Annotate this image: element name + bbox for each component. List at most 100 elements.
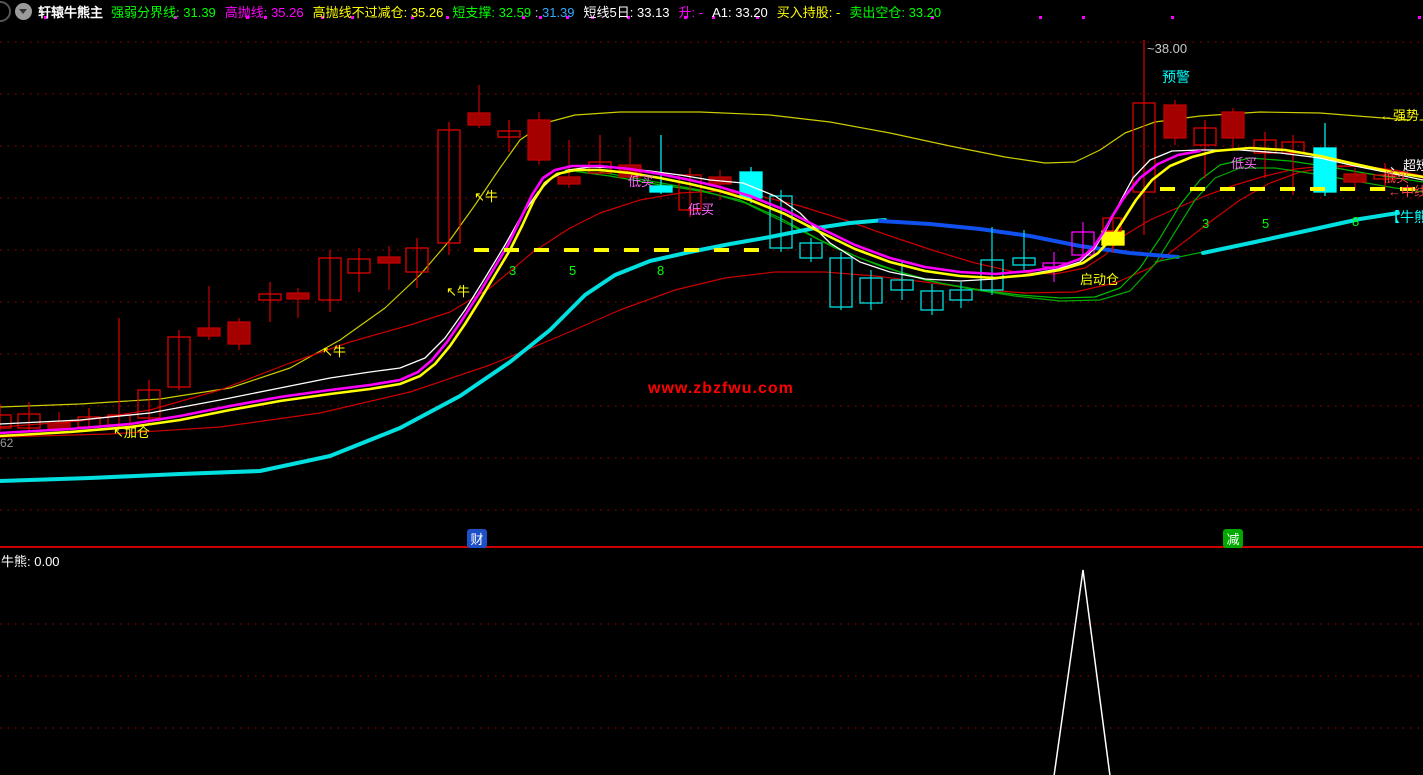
- event-badge: [467, 529, 487, 548]
- candle: [137, 389, 161, 419]
- window-circle-icon: [0, 0, 11, 22]
- candle: [799, 242, 823, 259]
- chart-label: ↖加仓: [113, 425, 150, 440]
- candle: [678, 174, 702, 211]
- event-badge: [1223, 529, 1243, 548]
- signal-dot: [591, 16, 594, 19]
- candle: [467, 112, 491, 126]
- candle: [1253, 139, 1277, 154]
- candle: [197, 327, 221, 337]
- line-green-connector: [1154, 251, 1204, 263]
- signal-dot: [1171, 16, 1174, 19]
- chart-label: ↖牛: [446, 284, 470, 299]
- candle: [286, 292, 310, 300]
- candle: [377, 256, 401, 264]
- line-ma-yellow: [0, 146, 1423, 438]
- dropdown-circle-icon[interactable]: [15, 2, 32, 20]
- signal-dot: [321, 16, 324, 19]
- signal-dot: [351, 16, 354, 19]
- event-badge-label: 减: [1226, 532, 1239, 547]
- candle: [1163, 104, 1187, 139]
- signal-dot: [712, 16, 715, 19]
- signal-dot: [756, 16, 759, 19]
- candle: [920, 290, 944, 311]
- candle: [829, 257, 853, 308]
- chart-label: ↖牛: [322, 344, 346, 359]
- chart-label: 低买: [628, 174, 654, 189]
- line-ma-magenta: [0, 149, 1202, 435]
- candle: [1373, 174, 1397, 180]
- signal-dot: [566, 16, 569, 19]
- event-badge-label: 财: [470, 532, 483, 547]
- chart-label: 62: [0, 436, 14, 450]
- candle: [739, 171, 763, 199]
- chart-label: 低买: [1383, 170, 1409, 185]
- line-bull-bear-blue: [878, 219, 1180, 259]
- signal-dot: [1418, 16, 1421, 19]
- chart-label: 8: [1352, 214, 1359, 229]
- indicator-item: 短线5日: 33.13: [583, 4, 670, 20]
- signal-dot: [264, 16, 267, 19]
- chart-label: 8: [657, 263, 664, 278]
- signal-dot: [246, 16, 249, 19]
- candle: [227, 321, 251, 345]
- candle: [859, 277, 883, 304]
- indicator-item: 高抛线不过减仓: 35.26: [312, 4, 444, 20]
- signal-dot: [684, 16, 687, 19]
- chart-label: 、超短: [1390, 158, 1423, 173]
- line-green-1: [564, 157, 1423, 299]
- candle: [1281, 141, 1305, 154]
- indicator-item: 强弱分界线: 31.39: [111, 4, 216, 20]
- candle: [17, 413, 41, 429]
- indicator-item: 高抛线: 35.26: [224, 4, 304, 20]
- chart-label: 5: [569, 263, 576, 278]
- candle: [769, 195, 793, 249]
- signal-dot: [931, 16, 934, 19]
- line-bull-bear-cyan: [0, 218, 887, 483]
- chart-label: ~38.00: [1147, 41, 1187, 56]
- chart-label: 3: [509, 263, 516, 278]
- candle: [258, 293, 282, 301]
- candle: [1101, 230, 1125, 246]
- indicator-values: 强弱分界线: 31.39 高抛线: 35.26 高抛线不过减仓: 35.26 短支撑:…: [111, 2, 950, 21]
- chart-label: 3: [1202, 216, 1209, 231]
- indicator-item: A1: 33.20: [712, 4, 768, 20]
- chart-label: ←中线: [1388, 184, 1423, 199]
- chart-label: 低买: [688, 202, 714, 217]
- candle: [437, 129, 461, 244]
- candle: [1012, 257, 1036, 266]
- signal-dot: [627, 16, 630, 19]
- indicator-item: 卖出空仓: 33.20: [849, 4, 942, 20]
- indicator-item: 短支撑: 32.59 : 31.39: [452, 4, 575, 20]
- candle: [1221, 111, 1245, 139]
- indicator-item: 买入持股: -: [776, 4, 841, 20]
- indicator-title: 轩辕牛熊主: [38, 4, 104, 20]
- signal-dot: [1039, 16, 1042, 19]
- chart-label: 5: [1262, 216, 1269, 231]
- candle: [318, 257, 342, 301]
- candle: [890, 279, 914, 291]
- signal-dot: [44, 16, 47, 19]
- watermark: www.zbzfwu.com: [647, 380, 794, 397]
- candle: [347, 258, 371, 274]
- line-red-fast: [0, 165, 1423, 428]
- candle: [557, 176, 581, 185]
- indicator-toolbar: 轩辕牛熊主 强弱分界线: 31.39 高抛线: 35.26 高抛线不过减仓: 35.…: [0, 0, 1423, 22]
- candle: [1343, 173, 1367, 183]
- chart-label: 预警: [1162, 69, 1190, 85]
- signal-dot: [539, 16, 542, 19]
- sub-panel-title: 牛熊: 0.00: [1, 554, 60, 569]
- chart-label: 【牛熊: [1386, 209, 1423, 225]
- signal-dot: [174, 16, 177, 19]
- candle: [497, 130, 521, 138]
- candle: [405, 247, 429, 273]
- line-green-2: [599, 167, 1423, 302]
- candle: [949, 289, 973, 301]
- signal-dot: [411, 16, 414, 19]
- line-ma-white: [0, 149, 1423, 425]
- signal-triangle: [1053, 569, 1111, 775]
- candle: [167, 336, 191, 388]
- candle: [1193, 127, 1217, 146]
- chart-label: ←强势上: [1380, 108, 1423, 123]
